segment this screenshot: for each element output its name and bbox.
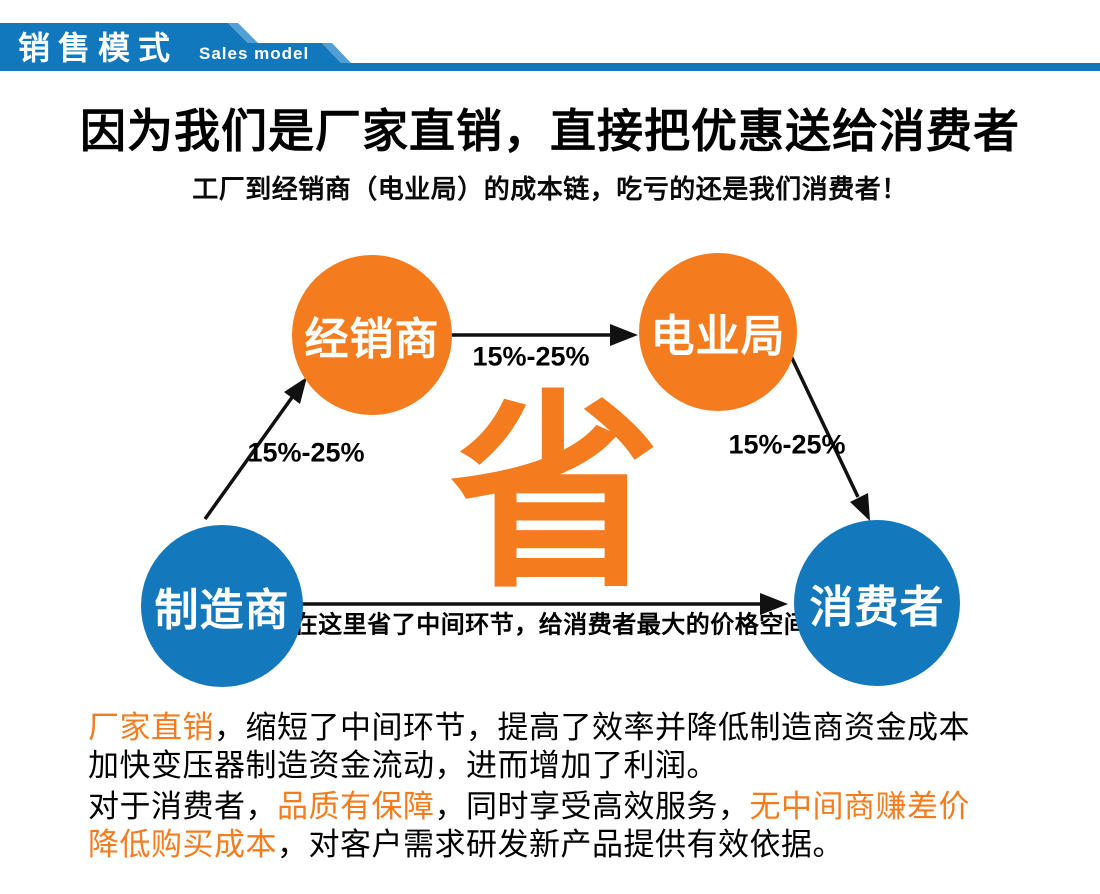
node-consumer: 消费者 [794,520,960,686]
edge-label-manufacturer-distributor: 15%-25% [247,437,365,468]
node-distributor-label: 经销商 [304,315,440,364]
banner-subtitle-en: Sales model [199,44,310,63]
page-subtitle: 工厂到经销商（电业局）的成本链，吃亏的还是我们消费者！ [192,174,908,204]
save-character: 省 [449,377,661,612]
node-consumer-label: 消费者 [809,583,945,632]
node-manufacturer: 制造商 [141,525,303,687]
node-distributor: 经销商 [292,255,452,415]
banner-title: 销售模式 [18,30,179,66]
arrow-distributor-to-bureau-head [610,324,638,346]
text-segment-orange: 品质有保障 [277,789,435,824]
text-segment-orange: 厂家直销 [88,710,214,745]
node-power-bureau: 电业局 [639,253,797,411]
text-segment-black: 对于消费者， [88,789,277,824]
edge-label-distributor-bureau: 15%-25% [472,341,590,372]
text-segment-black: ，缩短了中间环节，提高了效率并降低制造商资金成本 加快变压器制造资金流动，进而增… [88,710,970,783]
arrow-bureau-to-consumer-head [850,493,870,521]
paragraph-consumer-benefit: 对于消费者，品质有保障，同时享受高效服务，无中间商赚差价 降低购买成本，对客户需… [88,788,1038,864]
edge-label-bureau-consumer: 15%-25% [728,429,846,460]
banner-ribbon-bevel-2 [322,43,351,63]
text-segment-black: ，对客户需求研发新产品提供有效依据。 [277,827,844,862]
banner-ribbon-bevel-1 [228,23,258,43]
text-segment-black: ，同时享受高效服务， [434,789,750,824]
arrow-manufacturer-to-distributor-head [284,377,307,404]
edge-label-manufacturer-consumer: 在这里省了中间环节，给消费者最大的价格空间 [293,611,809,639]
arrow-bureau-to-consumer-line [788,353,860,498]
paragraph-factory-direct: 厂家直销，缩短了中间环节，提高了效率并降低制造商资金成本 加快变压器制造资金流动… [88,709,1038,785]
node-manufacturer-label: 制造商 [154,586,290,635]
node-power-bureau-label: 电业局 [650,312,786,361]
text-segment-orange: 无中间商赚差价 降低购买成本 [88,789,970,862]
page-title: 因为我们是厂家直销，直接把优惠送给消费者 [80,105,1020,157]
